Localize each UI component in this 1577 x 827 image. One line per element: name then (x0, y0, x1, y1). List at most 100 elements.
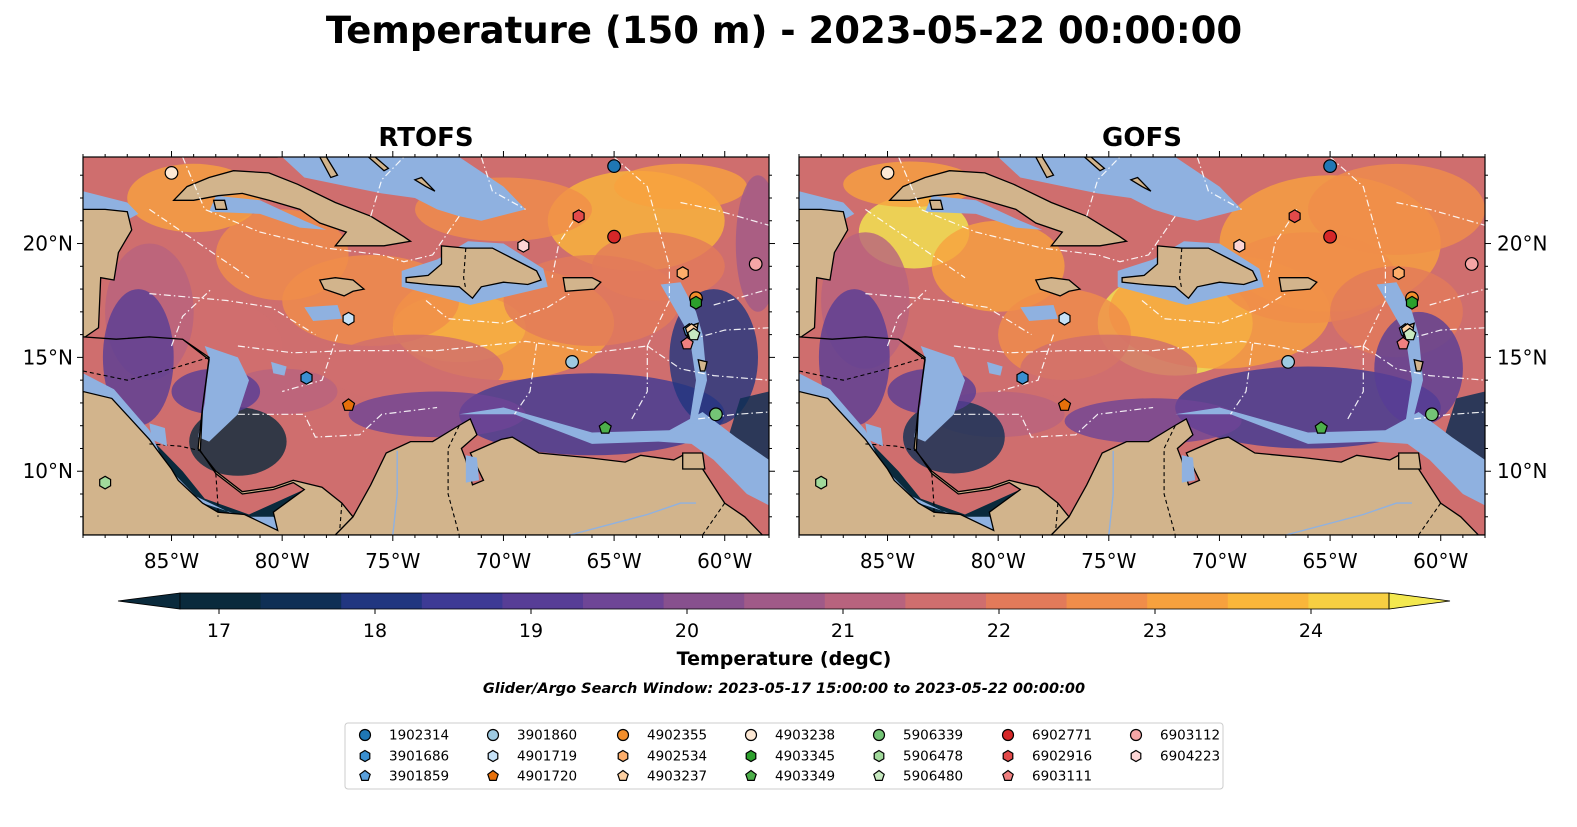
lake-maracaibo (1181, 455, 1196, 483)
colorbar-segment (260, 593, 342, 609)
legend-item-4902355: 4902355 (616, 728, 707, 744)
cuba-south-shelf (209, 195, 327, 230)
y-tick-label: 20°N (1497, 232, 1547, 256)
marker-5906480 (687, 327, 701, 341)
x-tick-label: 65°W (586, 549, 641, 573)
eez-boundary (237, 345, 438, 354)
land-yucatan (799, 208, 849, 338)
y-tick-label: 20°N (23, 232, 73, 256)
search-window-caption: Glider/Argo Search Window: 2023-05-17 15… (483, 681, 1085, 697)
land-south-america (1050, 417, 1485, 535)
land-trinidad (1398, 452, 1422, 470)
eez-boundary (1329, 157, 1386, 267)
colorbar-ticks: 17 18 19 20 21 22 23 24 (207, 609, 1323, 642)
eez-boundary (149, 293, 316, 336)
legend-item-5906478: 5906478 (873, 749, 963, 765)
legend-label: 4903345 (775, 749, 835, 765)
country-border (149, 443, 201, 452)
marker-5906478 (99, 475, 112, 490)
y-tick-label: 10°N (23, 459, 73, 483)
marker-4901719 (1058, 311, 1071, 326)
eez-boundary (646, 266, 670, 347)
eez-boundary (631, 346, 648, 420)
legend-label: 3901686 (389, 749, 449, 765)
eez-boundary (370, 157, 405, 217)
country-border (1179, 248, 1183, 290)
panel-title-rtofs: RTOFS (378, 123, 473, 153)
marker-6902916 (1002, 749, 1014, 763)
marker-5906480 (1403, 327, 1417, 341)
eez-boundary (425, 293, 571, 324)
marker-6903112 (748, 257, 763, 271)
marker-4903349 (1314, 420, 1328, 434)
marker-6902916 (572, 209, 585, 224)
colorbar-segment (583, 593, 665, 609)
field-patch (735, 175, 769, 312)
lesser-antilles-shelf (1376, 282, 1423, 424)
eez-boundary (437, 340, 648, 354)
land-central-america (799, 336, 1070, 535)
eez-boundary (613, 157, 670, 267)
eez-boundary (886, 288, 928, 347)
country-border (1055, 503, 1059, 531)
y-tick-label: 15°N (23, 345, 73, 369)
land-gofs (799, 157, 1485, 535)
x-tick-label: 80°W (255, 549, 310, 573)
colorbar-segment (905, 593, 987, 609)
field-patch (326, 334, 504, 403)
eez-lines-gofs (865, 157, 1485, 438)
frame-rtofs (82, 156, 770, 536)
colorbar-segment (502, 593, 584, 609)
colorbar-segment (1066, 593, 1148, 609)
lesser-antilles-shelf (660, 282, 707, 424)
colorbar-segment (824, 593, 906, 609)
field-patch (818, 289, 890, 426)
colorbar (117, 592, 1451, 610)
marker-6904223 (1130, 749, 1142, 763)
marker-4902534 (1392, 266, 1405, 281)
marker-4903345 (689, 295, 702, 310)
legend-item-6903111: 6903111 (1002, 769, 1092, 785)
eez-boundary (691, 327, 769, 340)
field-patch (1175, 366, 1441, 449)
marker-3901860 (1281, 355, 1295, 369)
marker-6902916 (1288, 209, 1301, 224)
legend-label: 6903111 (1032, 769, 1092, 785)
x-tick-label: 75°W (365, 549, 420, 573)
legend-item-6902916: 6902916 (1002, 749, 1092, 765)
legend-label: 4903349 (775, 769, 835, 785)
legend-label: 4902534 (647, 749, 707, 765)
colorbar-outline (179, 592, 1390, 610)
panel-gofs: GOFS 85°W 80°W 75°W 70°W 65°W 60°W 20°N 15°N 10°… (793, 123, 1547, 573)
markers-rtofs (99, 159, 763, 490)
land-jamaica (318, 277, 366, 297)
country-border (83, 356, 210, 381)
map-gofs (799, 157, 1485, 535)
x-tick-label: 60°W (697, 549, 752, 573)
legend-label: 3901859 (389, 769, 449, 785)
country-border (865, 443, 917, 452)
land-bahamas-1 (1035, 157, 1055, 179)
marker-6904223 (1233, 238, 1246, 253)
legend-label: 4902355 (647, 728, 707, 744)
x-tick-label: 75°W (1081, 549, 1136, 573)
colorbar-tick-label: 24 (1299, 620, 1323, 642)
bahamas-shelf (998, 157, 1242, 221)
y-tick-label: 15°N (1497, 345, 1547, 369)
bahamas-shelf (282, 157, 526, 221)
eez-boundary (282, 334, 339, 393)
marker-5906339 (709, 407, 723, 422)
marker-5906478 (815, 475, 828, 490)
marker-3901859 (359, 769, 371, 781)
eez-lines-rtofs (149, 157, 769, 438)
eez-boundary (713, 288, 769, 306)
marker-6902771 (1323, 229, 1337, 244)
legend-frame (344, 722, 1224, 790)
eez-boundary (1396, 201, 1485, 226)
country-border (1163, 425, 1176, 535)
colorbar-segment (1308, 593, 1390, 609)
eez-boundary (514, 343, 538, 415)
marker-4901720 (341, 398, 356, 411)
legend-label: 6903112 (1160, 728, 1220, 744)
marker-3901860 (565, 355, 579, 369)
